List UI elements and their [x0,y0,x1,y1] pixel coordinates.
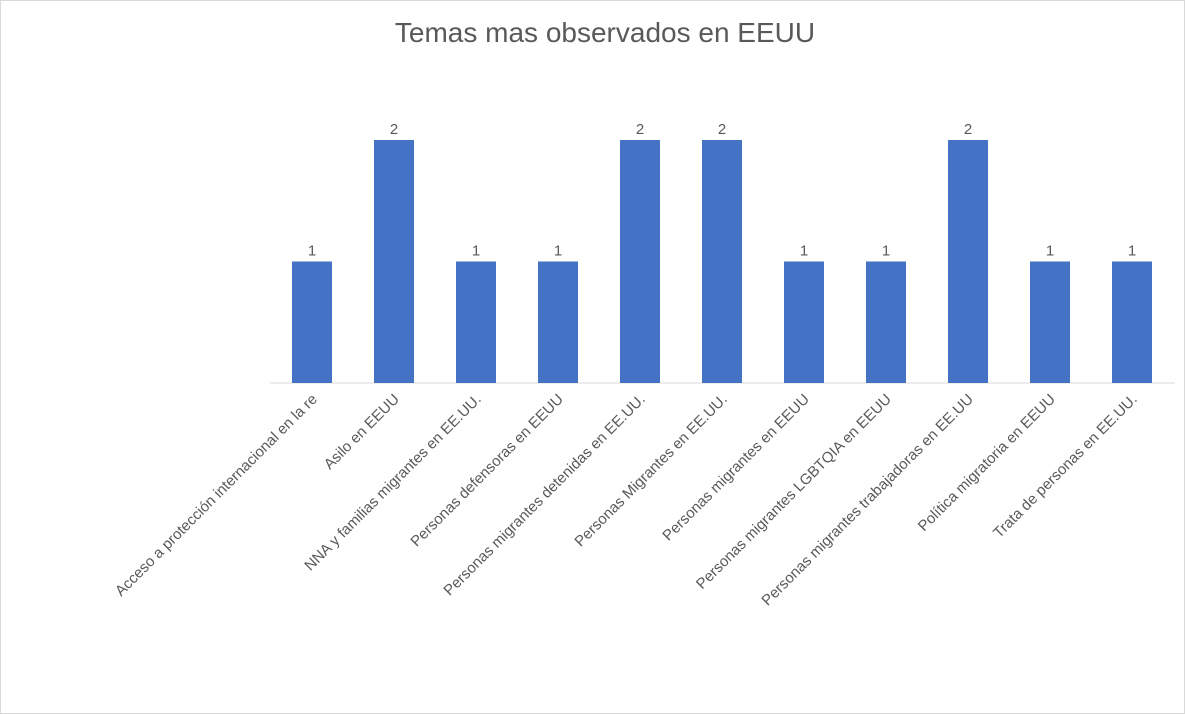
bar [374,140,414,383]
data-label: 1 [554,243,562,260]
bar [538,261,578,383]
data-label: 1 [1046,243,1054,260]
bar [292,261,332,383]
data-label: 2 [718,121,726,138]
chart-title: Temas mas observados en EEUU [395,17,815,48]
bar [702,140,742,383]
data-label: 1 [882,243,890,260]
bar [1030,261,1070,383]
data-label: 1 [1128,243,1136,260]
bar [1112,261,1152,383]
data-label: 1 [800,243,808,260]
data-label: 1 [308,243,316,260]
data-label: 2 [636,121,644,138]
data-label: 1 [472,243,480,260]
data-label: 2 [964,121,972,138]
bar [948,140,988,383]
bar [456,261,496,383]
bar [866,261,906,383]
bar [620,140,660,383]
bar [784,261,824,383]
data-label: 2 [390,121,398,138]
